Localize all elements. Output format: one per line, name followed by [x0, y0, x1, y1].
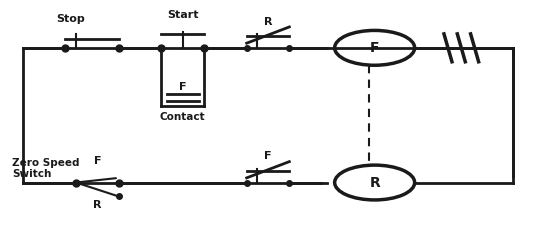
Text: F: F	[179, 82, 187, 92]
Text: F: F	[264, 151, 272, 161]
Text: Stop: Stop	[56, 14, 85, 24]
Text: Contact: Contact	[160, 112, 205, 122]
Text: R: R	[369, 176, 380, 189]
Text: F: F	[370, 41, 379, 55]
Text: R: R	[93, 200, 102, 210]
Text: R: R	[264, 17, 272, 27]
Text: F: F	[94, 156, 101, 166]
Text: Start: Start	[167, 10, 198, 20]
Text: Zero Speed
Switch: Zero Speed Switch	[12, 158, 79, 179]
